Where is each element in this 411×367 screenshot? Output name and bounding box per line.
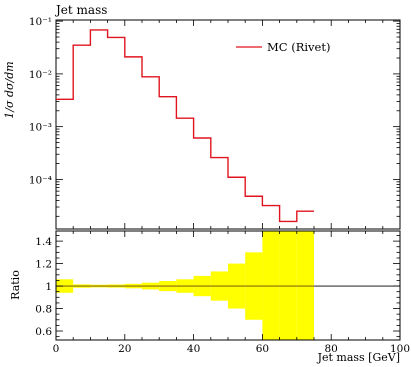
main-y-ticks — [56, 20, 400, 217]
x-tick-labels: 0 20 40 60 80 100 — [53, 343, 410, 355]
ratio-axis-label: Ratio — [9, 270, 22, 300]
y-tick-label: 10⁻¹ — [29, 16, 52, 28]
ratio-y-tick-label: 1.2 — [35, 259, 52, 271]
x-tick-label: 80 — [325, 343, 338, 355]
mc-rivet-histogram — [56, 29, 314, 223]
y-axis-label: 1/σ dσ/dm — [3, 61, 16, 118]
y-tick-label: 10⁻³ — [29, 122, 52, 134]
ratio-y-tick-label: 0.8 — [35, 304, 52, 316]
ratio-panel: 0.6 0.8 1 1.2 1.4 0 20 40 60 80 100 Ratio Jet mas… — [9, 230, 410, 364]
x-axis-label: Jet mass [GeV] — [317, 351, 400, 364]
y-tick-label: 10⁻⁴ — [29, 174, 52, 186]
x-tick-label: 20 — [118, 343, 131, 355]
ratio-y-tick-label: 0.6 — [35, 326, 52, 338]
chart-title: Jet mass — [56, 3, 108, 17]
main-series — [56, 29, 314, 223]
ratio-y-tick-labels: 0.6 0.8 1 1.2 1.4 — [35, 236, 52, 338]
ratio-y-tick-label: 1 — [45, 281, 52, 293]
y-tick-label: 10⁻² — [29, 69, 52, 81]
legend-entry-mc-rivet: MC (Rivet) — [267, 40, 330, 54]
x-tick-label: 40 — [187, 343, 200, 355]
x-tick-label: 0 — [53, 343, 60, 355]
main-plot-frame — [55, 19, 401, 230]
x-tick-label: 60 — [256, 343, 269, 355]
legend: MC (Rivet) — [236, 40, 330, 54]
x-tick-label: 100 — [390, 343, 410, 355]
ratio-y-tick-label: 1.4 — [35, 236, 52, 248]
ratio-y-ticks — [56, 235, 400, 338]
main-y-tick-labels: 10⁻⁴ 10⁻³ 10⁻² 10⁻¹ — [29, 16, 52, 186]
main-panel: 10⁻⁴ 10⁻³ 10⁻² 10⁻¹ 1/σ dσ/dm MC (Rivet) — [3, 16, 401, 230]
main-x-ticks — [55, 20, 401, 229]
